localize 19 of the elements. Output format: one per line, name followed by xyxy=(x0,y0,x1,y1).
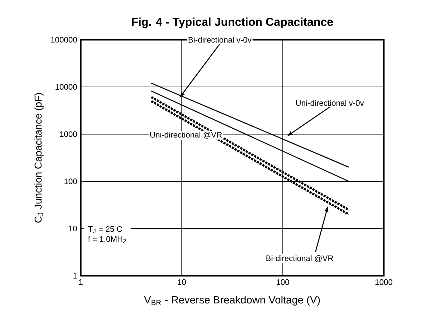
y-tick-label: 10 xyxy=(69,226,78,232)
annotation: f = 1.0MH$_{2}$ xyxy=(88,236,126,244)
text: Bi-directional @VR xyxy=(266,255,334,262)
annotation: T$_{J}$ = 25 C xyxy=(88,226,122,234)
x-tick-label: 100 xyxy=(276,280,290,286)
x-tick-label: 1 xyxy=(79,280,83,286)
annotation: Uni-directional v-0v xyxy=(296,100,364,106)
x-tick-label: 1000 xyxy=(376,280,393,286)
y-axis-title: C$_{J}$ Junction Capacitance (pF) xyxy=(34,93,44,223)
y-tick-label: 1000 xyxy=(60,132,78,138)
chart-title: Fig. 4 - Typical Junction Capacitance xyxy=(132,18,334,28)
y-tick-label: 1 xyxy=(74,273,78,279)
series-label: Uni-directional @VR xyxy=(150,132,222,139)
x-tick-label: 10 xyxy=(178,280,186,286)
x-axis-title: V$_{BR}$ - Reverse Breakdown Voltage (V) xyxy=(144,296,320,306)
y-tick-label: 100 xyxy=(64,178,78,184)
y-tick-label: 10000 xyxy=(56,84,78,90)
y-tick-label: 100000 xyxy=(51,37,78,43)
annotation: Bi-directional v-0v xyxy=(188,37,252,43)
